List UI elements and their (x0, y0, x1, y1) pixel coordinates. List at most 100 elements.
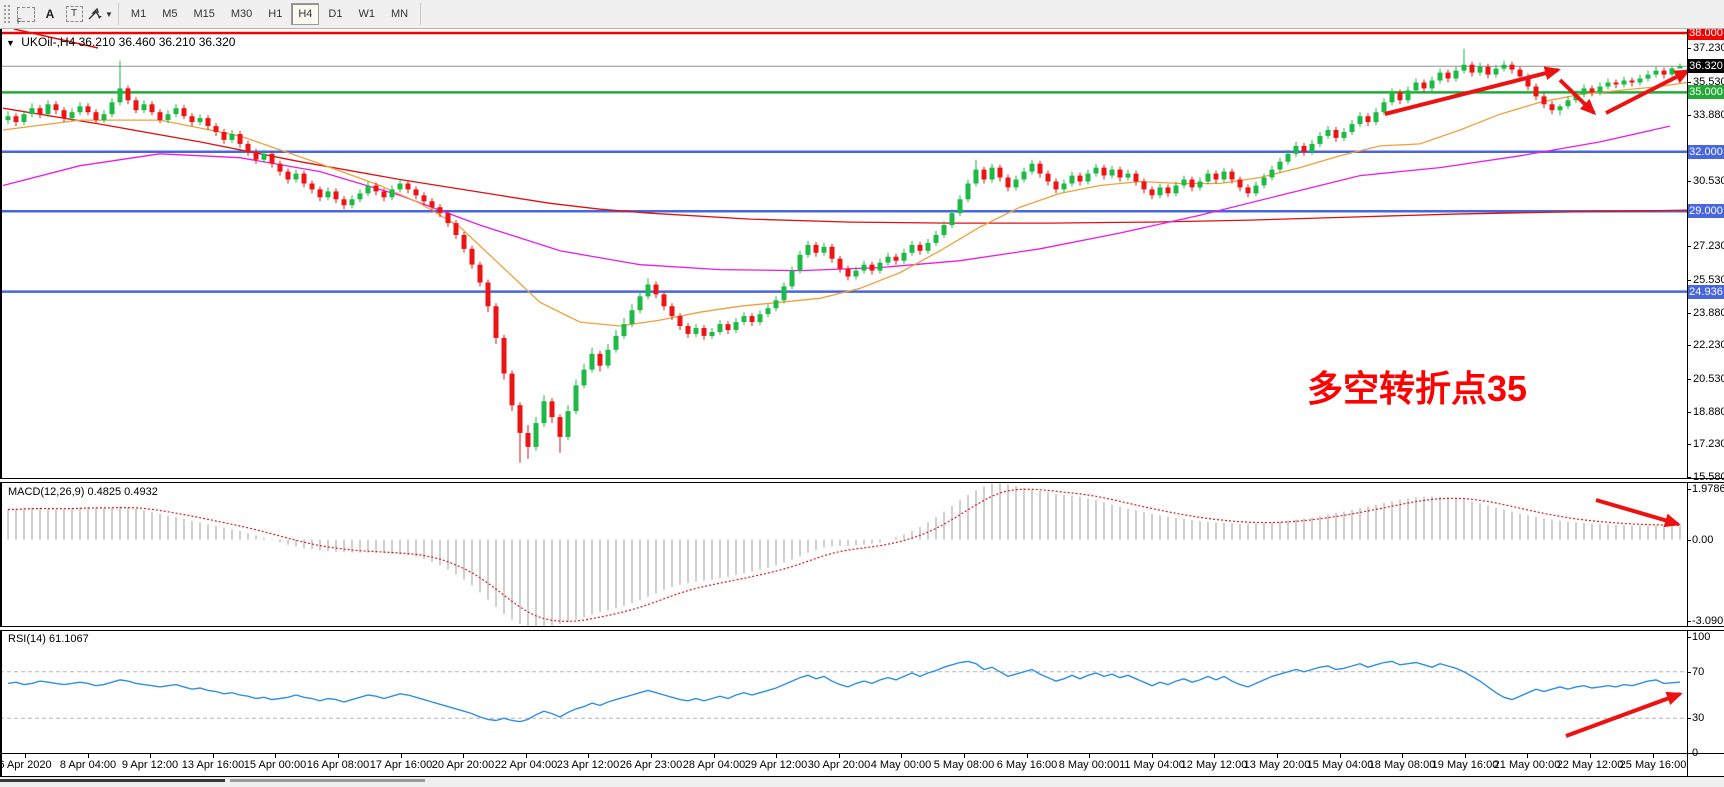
time-axis-tick (1152, 754, 1153, 758)
time-axis-label: 30 Apr 20:00 (807, 759, 871, 771)
candle-body (157, 112, 163, 121)
candle-body (1021, 171, 1027, 180)
time-axis-tick (1590, 754, 1591, 758)
rsi-axis-label: 0 (1692, 747, 1699, 759)
trend-arrows[interactable] (1384, 66, 1691, 738)
toolbar-grip[interactable] (2, 3, 10, 25)
price-tick-label: 23.880 (1693, 306, 1724, 319)
candle-body (1389, 92, 1395, 103)
text-box-tool-button[interactable]: T (63, 3, 85, 25)
candle-body (429, 201, 435, 208)
candle-body (1357, 116, 1363, 125)
toolbar: F A T ▼ M1 M5 M15 M30 H1 H4 D1 W1 MN (0, 0, 1724, 29)
candle-body (1237, 179, 1243, 188)
candle-body (717, 324, 723, 332)
candle-body (1421, 82, 1427, 89)
time-axis-label: 20 Apr 20:00 (431, 759, 495, 771)
candle-body (117, 88, 123, 103)
timeframe-button-mn[interactable]: MN (390, 8, 409, 20)
timeframe-button-h1[interactable]: H1 (268, 8, 283, 20)
candle-body (181, 108, 187, 117)
candle-body (1541, 96, 1547, 105)
chart-annotation-text[interactable]: 多空转折点35 (1307, 368, 1528, 409)
candle-body (13, 116, 19, 123)
timeframe-button-d1[interactable]: D1 (328, 8, 343, 20)
price-trend-arrow[interactable] (1605, 69, 1691, 115)
candle-body (781, 286, 787, 301)
candle-body (1501, 64, 1507, 69)
candle-body (1149, 189, 1155, 196)
format-tool-button[interactable]: F (15, 3, 37, 26)
scrollbar-segment[interactable] (230, 779, 425, 782)
candle-body (805, 244, 811, 255)
time-axis-label: 12 May 12:00 (1180, 759, 1248, 771)
candle-body (1405, 90, 1411, 101)
price-axis-line (1687, 29, 1688, 776)
rsi-trend-arrow[interactable] (1565, 691, 1683, 738)
text-label-tool-button[interactable]: A (39, 3, 61, 25)
timeframe-button-m30[interactable]: M30 (230, 8, 253, 20)
candle-body (1293, 145, 1299, 154)
timeframe-button-h4[interactable]: H4 (291, 3, 320, 25)
macd-trend-arrow[interactable] (1595, 498, 1681, 528)
candle-body (669, 306, 675, 317)
macd-panel[interactable] (7, 483, 1681, 628)
timeframe-button-w1[interactable]: W1 (358, 8, 375, 20)
candle-body (421, 195, 427, 202)
candle-body (21, 114, 27, 123)
time-axis-tick (213, 754, 214, 758)
timeframe-button-m1[interactable]: M1 (130, 8, 147, 20)
candle-body (325, 191, 331, 198)
rsi-tick-mark (1687, 637, 1691, 638)
scrollbar-segment[interactable] (0, 779, 225, 782)
macd-rsi-divider[interactable] (0, 626, 1724, 631)
candle-body (973, 169, 979, 184)
price-trend-arrow[interactable] (1384, 66, 1561, 116)
price-tick-mark (1687, 345, 1691, 347)
timeframe-button-m15[interactable]: M15 (193, 8, 215, 20)
candle-body (1165, 187, 1171, 194)
candle-body (1093, 167, 1099, 174)
price-trend-arrow[interactable] (1558, 78, 1597, 116)
price-tick-label: 27.230 (1693, 240, 1724, 253)
candle-body (853, 270, 859, 277)
rsi-panel[interactable] (0, 660, 1687, 723)
symbol-dropdown-icon[interactable]: ▼ (6, 38, 15, 48)
candle-body (813, 244, 819, 253)
main-price-panel[interactable] (0, 28, 1688, 463)
candle-body (597, 353, 603, 366)
candle-body (1469, 64, 1475, 73)
candle-body (581, 369, 587, 386)
candle-body (1413, 82, 1419, 91)
candle-body (917, 244, 923, 251)
chart-title: ▼ UKOil-,H4 36.210 36.460 36.210 36.320 (6, 35, 235, 49)
candle-body (349, 199, 355, 206)
candle-body (1597, 86, 1603, 93)
toolbar-separator (117, 3, 119, 25)
candle-body (1133, 173, 1139, 182)
candle-body (333, 191, 339, 200)
time-axis-tick (88, 754, 89, 758)
price-tick-mark (1687, 279, 1691, 281)
candle-body (693, 328, 699, 334)
candle-body (165, 114, 171, 121)
candle-body (957, 199, 963, 214)
arrows-tool-button[interactable]: ▼ (87, 3, 113, 25)
timeframe-buttons: M1 M5 M15 M30 H1 H4 D1 W1 MN (123, 3, 416, 25)
candle-body (1301, 145, 1307, 152)
main-macd-divider[interactable] (0, 478, 1724, 483)
candle-body (85, 106, 91, 113)
time-axis-label: 21 May 00:00 (1493, 759, 1561, 771)
candle-body (1309, 143, 1315, 152)
price-tick-label: 33.880 (1693, 108, 1724, 121)
macd-indicator-label: MACD(12,26,9) 0.4825 0.4932 (8, 486, 158, 498)
trendline-segment[interactable] (13, 28, 99, 49)
price-tick-label: 22.230 (1693, 339, 1724, 352)
candle-body (1477, 66, 1483, 73)
candle-body (1549, 104, 1555, 111)
timeframe-button-m5[interactable]: M5 (162, 8, 178, 20)
chevron-down-icon: ▼ (105, 9, 113, 19)
price-tick-label: 15.580 (1693, 470, 1724, 483)
time-axis-tick (651, 754, 652, 758)
